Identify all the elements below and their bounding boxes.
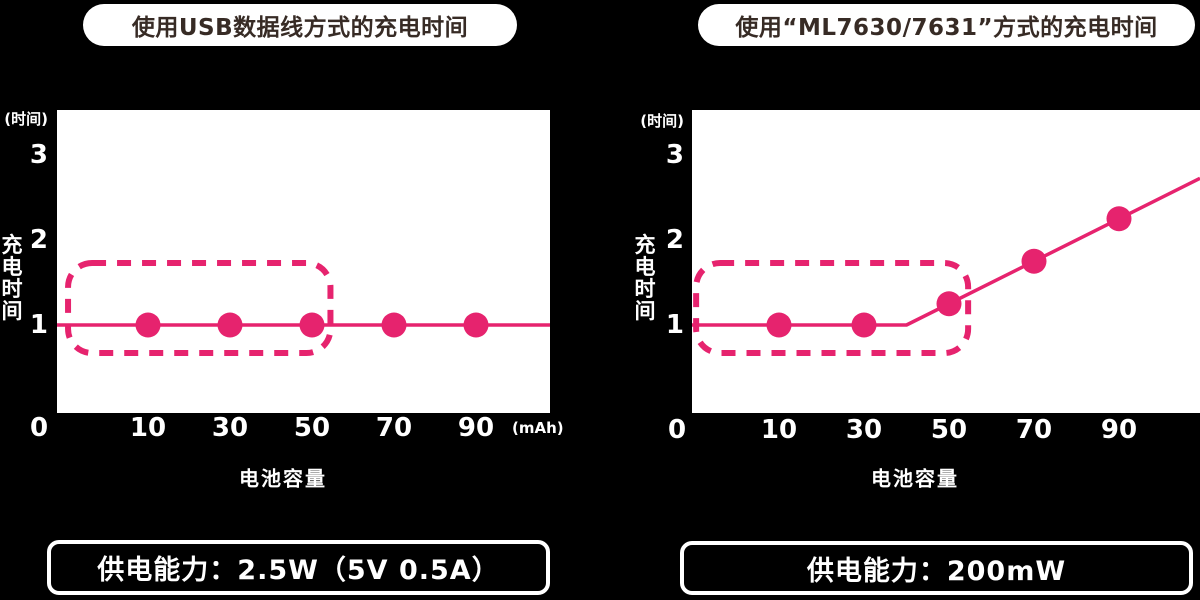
plot-area [692, 110, 1200, 413]
data-point [1021, 248, 1047, 274]
x-tick-label: 70 [1015, 415, 1053, 445]
data-point [1106, 206, 1132, 232]
x-axis-title: 电池容量 [239, 466, 327, 491]
highlight-dashed-box [65, 259, 334, 357]
data-point [299, 312, 325, 338]
usb-line-chart-svg [57, 259, 550, 357]
data-point [463, 312, 489, 338]
y-tick-label: 3 [665, 140, 684, 170]
data-point [936, 291, 962, 317]
x-tick-label: 70 [375, 413, 413, 443]
y-tick-label: 3 [29, 140, 48, 170]
x-axis-title: 电池容量 [871, 466, 959, 491]
x-tick-label: 0 [667, 415, 687, 445]
x-tick-label: 30 [211, 413, 249, 443]
data-point [766, 312, 792, 338]
power-capability-text: 供电能力：200mW [806, 555, 1067, 587]
y-axis-unit-label: (时间) [4, 110, 48, 128]
plot-area [57, 110, 550, 413]
power-capability-box: 供电能力：2.5W（5V 0.5A） [47, 540, 550, 595]
y-axis-title: 充电时间 [1, 233, 23, 323]
data-point [851, 312, 877, 338]
x-tick-label: 10 [129, 413, 167, 443]
power-capability-box: 供电能力：200mW [680, 541, 1193, 595]
x-axis-unit-label: (mAh) [512, 419, 564, 437]
x-tick-label: 50 [930, 415, 968, 445]
usb-chart-title: 使用USB数据线方式的充电时间 [131, 15, 469, 41]
data-point [381, 312, 407, 338]
x-tick-label: 90 [1100, 415, 1138, 445]
x-tick-label: 0 [29, 413, 49, 443]
y-tick-label: 2 [665, 225, 684, 255]
x-tick-label: 10 [760, 415, 798, 445]
ml7630-chart-title: 使用“ML7630/7631”方式的充电时间 [735, 15, 1158, 41]
ml7630-chart-title-pill: 使用“ML7630/7631”方式的充电时间 [698, 4, 1195, 46]
power-capability-text: 供电能力：2.5W（5V 0.5A） [97, 555, 500, 586]
x-tick-label: 50 [293, 413, 331, 443]
y-tick-label: 1 [665, 310, 684, 340]
usb-chart-title-pill: 使用USB数据线方式的充电时间 [83, 4, 517, 46]
charge-time-line [692, 176, 1200, 327]
x-tick-label: 30 [845, 415, 883, 445]
y-axis-title: 充电时间 [634, 233, 656, 323]
ml7630-line-chart-svg [692, 176, 1200, 357]
highlight-dashed-box [693, 259, 972, 357]
y-tick-label: 1 [29, 310, 48, 340]
y-tick-label: 2 [29, 225, 48, 255]
y-axis-unit-label: (时间) [640, 112, 684, 130]
data-point [217, 312, 243, 338]
data-point [135, 312, 161, 338]
x-tick-label: 90 [457, 413, 495, 443]
